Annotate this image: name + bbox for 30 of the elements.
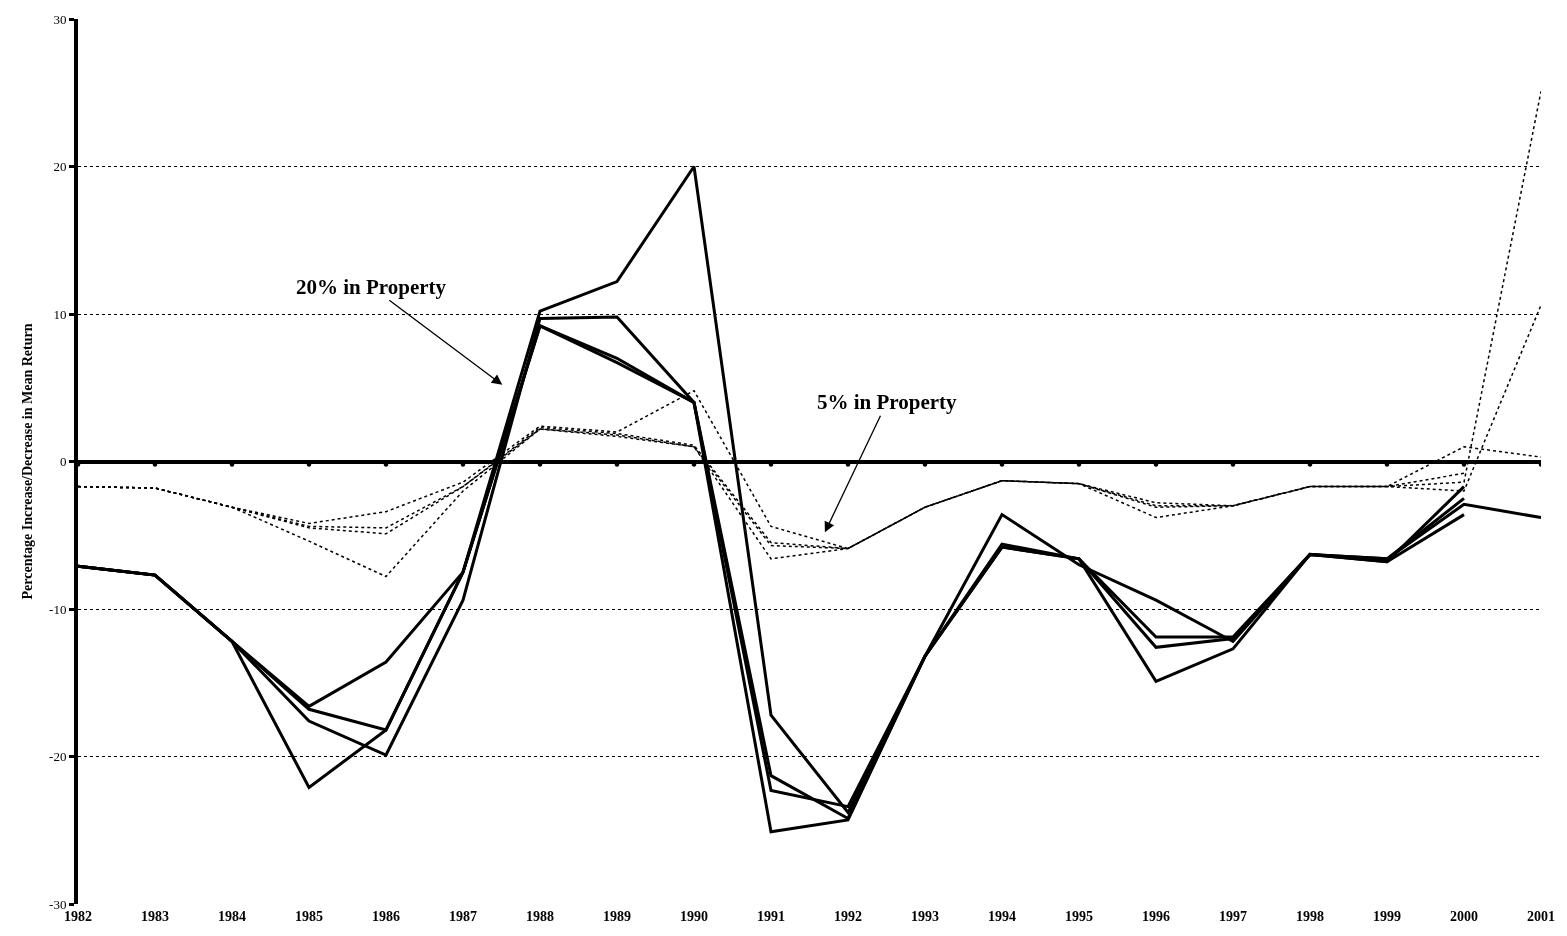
x-tick-label: 1983 bbox=[141, 909, 169, 924]
x-tick-label: 2001 bbox=[1527, 909, 1555, 924]
y-tick-label: -10 bbox=[49, 601, 67, 617]
x-tick-label: 1989 bbox=[603, 909, 631, 924]
annotation: 20% in Property bbox=[296, 275, 447, 299]
y-tick-label: 0 bbox=[59, 454, 67, 470]
x-tick-label: 1990 bbox=[680, 909, 708, 924]
x-tick-label: 1999 bbox=[1373, 909, 1401, 924]
x-tick-label: 1997 bbox=[1219, 909, 1247, 924]
y-tick-label: 10 bbox=[53, 306, 67, 322]
annotation: 5% in Property bbox=[817, 390, 958, 414]
x-tick-label: 1986 bbox=[372, 909, 400, 924]
y-axis-title: Percentage Increase/Decrease in Mean Return bbox=[20, 323, 36, 600]
y-tick-label: 30 bbox=[53, 11, 67, 27]
x-tick-label: 1984 bbox=[218, 909, 246, 924]
x-tick-label: 1988 bbox=[526, 909, 554, 924]
y-tick-label: -30 bbox=[49, 896, 67, 912]
x-tick-label: 1994 bbox=[988, 909, 1016, 924]
x-tick-label: 2000 bbox=[1450, 909, 1478, 924]
x-tick-label: 1998 bbox=[1296, 909, 1324, 924]
x-tick-label: 1985 bbox=[295, 909, 323, 924]
y-tick-label: 20 bbox=[53, 159, 67, 175]
y-tick-label: -20 bbox=[49, 749, 67, 765]
x-tick-label: 1982 bbox=[64, 909, 92, 924]
x-tick-label: 1993 bbox=[911, 909, 939, 924]
x-tick-label: 1995 bbox=[1065, 909, 1093, 924]
x-tick-label: 1992 bbox=[834, 909, 862, 924]
x-tick-label: 1987 bbox=[449, 909, 477, 924]
x-tick-label: 1996 bbox=[1142, 909, 1170, 924]
x-tick-label: 1991 bbox=[757, 909, 785, 924]
